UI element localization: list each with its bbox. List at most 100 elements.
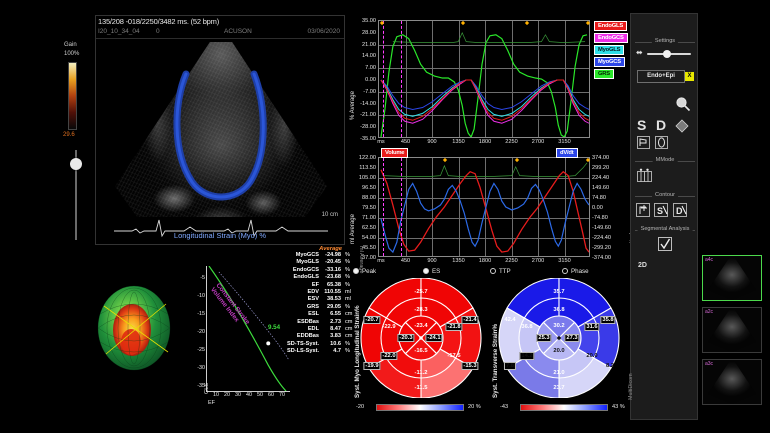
vol-ytick-right: -224.40 bbox=[592, 235, 611, 241]
strain-plot-area[interactable]: 35.00 28.00 21.00 14.00 7.00 0.00 -7.00 … bbox=[360, 18, 591, 145]
vol-ytick: 54.00 bbox=[362, 235, 376, 241]
vol-ytick: 62.50 bbox=[362, 225, 376, 231]
settings-label: Settings bbox=[651, 38, 679, 44]
measurement-row: EDL 8.47 cm bbox=[307, 326, 353, 333]
measurement-row: ESDBas 2.73 cm bbox=[297, 318, 353, 325]
checkbox-checked-icon[interactable] bbox=[658, 237, 672, 251]
bullseye-longitudinal-svg[interactable] bbox=[360, 278, 482, 398]
ef-xtick: 60 bbox=[268, 392, 274, 398]
radio-phase[interactable]: Phase bbox=[562, 268, 589, 275]
ultrasound-sector[interactable] bbox=[114, 42, 328, 217]
vol-ytick: 88.00 bbox=[362, 195, 376, 201]
legend-myogcs[interactable]: MyoGCS bbox=[594, 57, 625, 67]
legend-volume[interactable]: Volume bbox=[381, 148, 409, 158]
contour-s-icon[interactable]: S bbox=[654, 203, 668, 217]
legend-dvdt[interactable]: dV/dt bbox=[556, 148, 578, 158]
ellipse-icon[interactable] bbox=[655, 136, 668, 149]
endo-epi-close-icon[interactable]: X bbox=[685, 72, 694, 81]
strain-ytick: 35.00 bbox=[362, 18, 376, 24]
radio-dot[interactable] bbox=[490, 268, 496, 274]
radio-es[interactable]: ES bbox=[423, 268, 440, 275]
ef-ytick: -25 bbox=[197, 347, 205, 353]
volume-curve-chart[interactable]: 122.00 113.50 105.00 96.50 88.00 79.50 7… bbox=[348, 148, 636, 266]
vol-xtick: 3150 bbox=[558, 258, 571, 264]
cursor-start[interactable] bbox=[383, 21, 384, 137]
seg-apical-lateral: 27.3 bbox=[564, 334, 580, 342]
seg-mid-anteroseptal: 36.8 bbox=[521, 324, 533, 330]
brightness-slider-knob[interactable] bbox=[70, 158, 82, 170]
seg-apical-inferior: -16.5 bbox=[414, 348, 428, 354]
mmode-grid-icon[interactable] bbox=[637, 168, 652, 182]
mode-2d-label[interactable]: 2D bbox=[638, 262, 647, 269]
seg-basal-anterolateral: -21.4 bbox=[461, 316, 479, 324]
ultrasound-header-meta: I20_10_34_04 0 ACUSON 03/06/2020 bbox=[98, 28, 342, 37]
scale-min-left: -20 bbox=[356, 404, 365, 410]
bullseye-transverse[interactable]: 35.7 35.8 8.2 23.7 7.8 42.4 36.8 31.6 20… bbox=[498, 278, 620, 398]
measurement-row: EndoGLS -23.68% bbox=[293, 274, 350, 281]
strain-ytick: 21.00 bbox=[362, 41, 376, 48]
radio-dot[interactable] bbox=[353, 268, 359, 274]
marker-mode-radios[interactable]: Peak ES TTP Phase bbox=[350, 268, 636, 280]
brightness-slider-track[interactable] bbox=[75, 150, 77, 240]
contour-d-icon[interactable]: D bbox=[673, 203, 687, 217]
endo-epi-field[interactable]: Endo+Epi bbox=[637, 70, 685, 83]
legend-endogcs[interactable]: EndoGCS bbox=[594, 33, 628, 43]
legend-endogls[interactable]: EndoGLS bbox=[594, 21, 628, 31]
vol-ytick: 113.50 bbox=[359, 165, 376, 171]
strain-y-axis-label: % Average bbox=[350, 91, 356, 120]
thumbnail-label: a2c bbox=[705, 309, 714, 315]
vol-xtick: 900 bbox=[427, 258, 437, 264]
ef-gls-chart[interactable]: -5 -10 -15 -20 -25 -30 -35 10 20 30 40 5… bbox=[186, 262, 294, 407]
vol-ytick-right: 149.60 bbox=[592, 185, 610, 191]
d-view-icon[interactable]: D bbox=[656, 117, 667, 133]
thumbnail-a2c[interactable]: a2c bbox=[702, 307, 762, 353]
vol-cursor-end[interactable] bbox=[401, 158, 402, 256]
legend-grs[interactable]: GRS bbox=[594, 69, 614, 79]
volume-plot-area[interactable]: 122.00 113.50 105.00 96.50 88.00 79.50 7… bbox=[359, 155, 611, 264]
vol-ytick: 105.00 bbox=[358, 175, 376, 181]
legend-myogls[interactable]: MyoGLS bbox=[594, 45, 625, 55]
radio-dot[interactable] bbox=[562, 268, 568, 274]
ef-ytick: -15 bbox=[197, 311, 205, 317]
view-thumbnails[interactable]: a4c a2c a3c bbox=[700, 255, 766, 415]
radio-peak[interactable]: Peak bbox=[353, 268, 376, 275]
bullseye-transverse-svg[interactable] bbox=[498, 278, 620, 398]
flag-icon[interactable] bbox=[637, 136, 650, 149]
ef-plot-area[interactable]: -5 -10 -15 -20 -25 -30 -35 10 20 30 40 5… bbox=[197, 266, 290, 398]
vol-xtick: 1800 bbox=[478, 258, 492, 264]
contour-add-icon[interactable] bbox=[636, 203, 650, 217]
seg-mid-anteroseptal: -22.9 bbox=[382, 324, 396, 330]
strain-curve-chart[interactable]: 35.00 28.00 21.00 14.00 7.00 0.00 -7.00 … bbox=[348, 16, 636, 146]
magnifier-icon[interactable] bbox=[675, 96, 691, 112]
diamond-icon[interactable] bbox=[675, 119, 689, 133]
thumbnail-label: a4c bbox=[705, 257, 714, 263]
radio-ttp[interactable]: TTP bbox=[490, 268, 511, 275]
thumbnail-a3c[interactable]: a3c bbox=[702, 359, 762, 405]
vol-xtick: 2700 bbox=[531, 258, 545, 264]
exam-date: 03/06/2020 bbox=[307, 28, 340, 35]
thumbnail-image bbox=[708, 310, 756, 352]
radio-dot[interactable] bbox=[423, 268, 429, 274]
thumbnail-a4c[interactable]: a4c bbox=[702, 255, 762, 301]
measurement-row: ESL 6.55 cm bbox=[308, 311, 353, 318]
gain-label: Gain bbox=[64, 42, 77, 48]
tool-sidebar[interactable]: Settings ⬌ Endo+Epi X S D MMode bbox=[630, 13, 698, 420]
3d-heart-mesh[interactable] bbox=[86, 278, 186, 378]
cursor-end[interactable] bbox=[401, 21, 402, 137]
strain-ytick: 7.00 bbox=[365, 65, 376, 72]
header-mid: 0 bbox=[156, 28, 160, 35]
settings-slider-knob[interactable] bbox=[663, 50, 671, 58]
vol-ytick-right: 0.00 bbox=[592, 205, 603, 211]
vol-cursor-start[interactable] bbox=[383, 158, 384, 256]
seg-basal-anterior: 35.7 bbox=[553, 289, 565, 295]
vol-ytick-right: -299.20 bbox=[592, 245, 611, 251]
s-view-icon[interactable]: S bbox=[637, 117, 647, 133]
strain-ytick: 0.00 bbox=[365, 77, 376, 83]
strain-ytick: 28.00 bbox=[362, 29, 376, 36]
strain-xtick: 1350 bbox=[452, 139, 465, 145]
measurement-row: ESV 38.53 ml bbox=[307, 296, 351, 303]
bullseye-longitudinal[interactable]: -25.7 -21.4 -15.3 -11.5 -19.9 -20.7 -28.… bbox=[360, 278, 482, 398]
ultrasound-image-panel[interactable]: 135/208 -018/2250/3482 ms. (52 bpm) I20_… bbox=[95, 15, 345, 245]
seg-basal-inferior: -11.5 bbox=[414, 385, 428, 391]
